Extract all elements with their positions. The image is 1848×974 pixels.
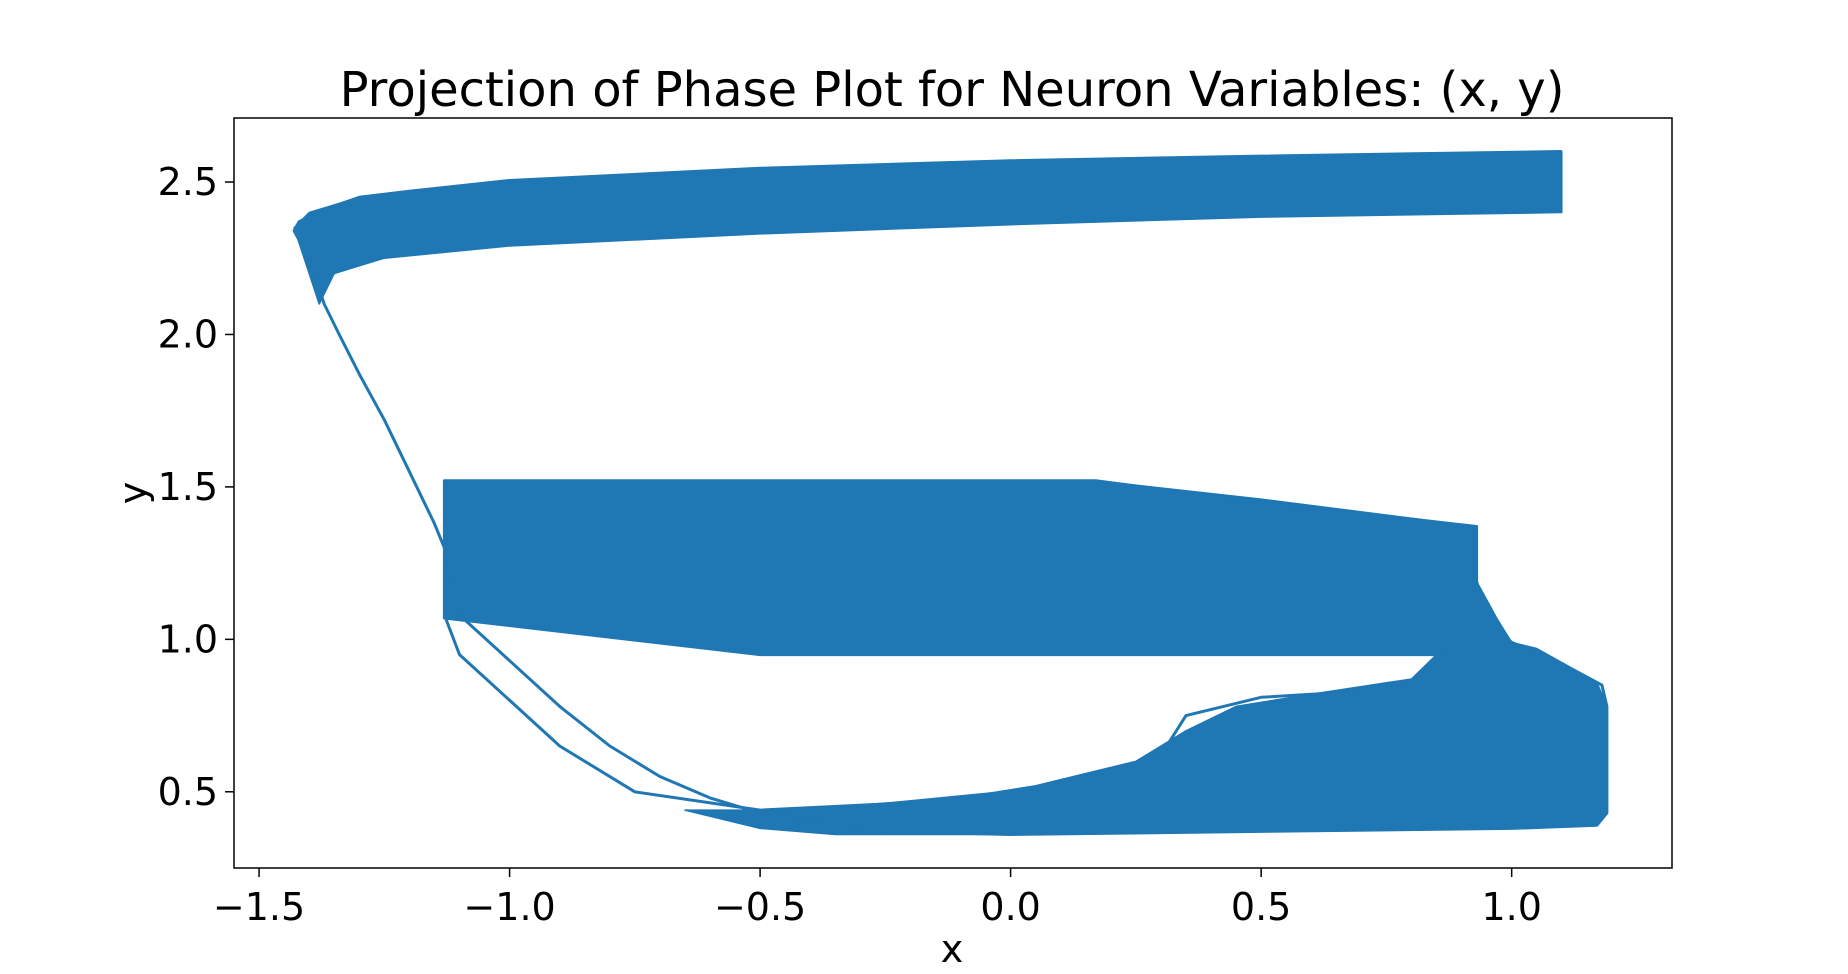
x-tick-label: 0.0 xyxy=(980,885,1040,929)
chart-title: Projection of Phase Plot for Neuron Vari… xyxy=(340,62,1565,118)
y-tick-label: 1.5 xyxy=(158,465,218,509)
y-axis-label: y xyxy=(111,482,155,505)
trajectory-band-2 xyxy=(443,480,1513,656)
x-tick-label: −0.5 xyxy=(714,885,806,929)
y-tick-label: 0.5 xyxy=(158,770,218,814)
y-tick-label: 2.0 xyxy=(158,312,218,356)
trajectory-band-3 xyxy=(684,638,1608,836)
x-axis-label: x xyxy=(941,927,964,971)
trajectory-line-1 xyxy=(292,150,1609,836)
y-tick-label: 2.5 xyxy=(158,160,218,204)
plot-frame xyxy=(233,117,1673,869)
plot-area xyxy=(292,150,1609,836)
y-axis: 0.5 1.0 1.5 2.0 2.5 xyxy=(158,160,234,814)
x-tick-label: 1.0 xyxy=(1481,885,1541,929)
trajectory-band-1 xyxy=(293,150,1563,305)
x-tick-label: 0.5 xyxy=(1231,885,1291,929)
y-tick-label: 1.0 xyxy=(158,617,218,661)
x-axis: −1.5 −1.0 −0.5 0.0 0.5 1.0 xyxy=(213,868,1542,929)
x-tick-label: −1.5 xyxy=(213,885,305,929)
x-tick-label: −1.0 xyxy=(463,885,555,929)
